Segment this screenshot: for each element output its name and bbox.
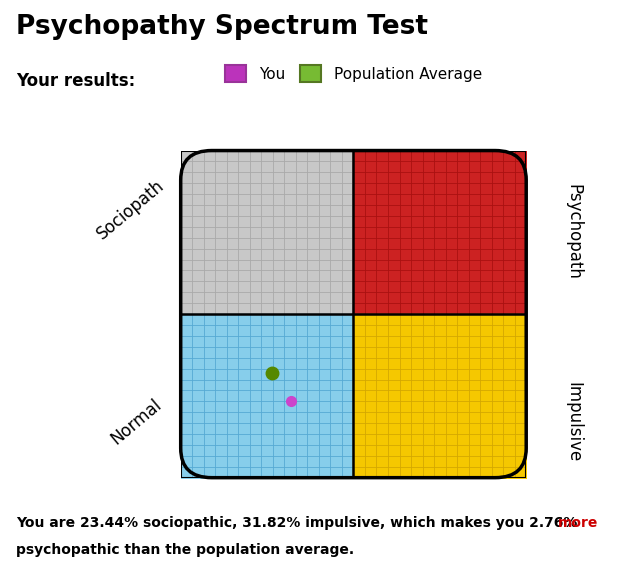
Text: Psychopath: Psychopath [565, 184, 583, 280]
Text: more: more [558, 516, 598, 530]
Legend: You, Population Average: You, Population Average [221, 60, 486, 87]
Text: Normal: Normal [107, 396, 165, 448]
Text: Impulsive: Impulsive [565, 382, 583, 462]
Text: Sociopath: Sociopath [94, 176, 168, 243]
Text: You are 23.44% sociopathic, 31.82% impulsive, which makes you 2.76%: You are 23.44% sociopathic, 31.82% impul… [16, 516, 582, 530]
Text: Your results:: Your results: [16, 72, 135, 90]
Text: psychopathic than the population average.: psychopathic than the population average… [16, 543, 354, 557]
Text: Psychopathy Spectrum Test: Psychopathy Spectrum Test [16, 14, 428, 41]
